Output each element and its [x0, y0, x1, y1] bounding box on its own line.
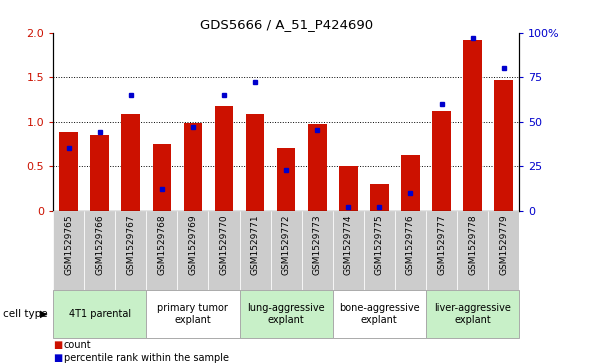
Bar [53, 211, 84, 290]
Text: GSM1529776: GSM1529776 [406, 215, 415, 275]
Text: GSM1529770: GSM1529770 [219, 215, 228, 275]
Bar [153, 144, 171, 211]
Bar [488, 211, 519, 290]
Bar [432, 111, 451, 211]
Bar [463, 40, 482, 211]
Bar [146, 290, 240, 338]
Text: GSM1529769: GSM1529769 [188, 215, 198, 275]
Bar [240, 290, 333, 338]
Bar [115, 211, 146, 290]
Bar [494, 80, 513, 211]
Text: GSM1529767: GSM1529767 [126, 215, 135, 275]
Text: bone-aggressive
explant: bone-aggressive explant [339, 303, 419, 325]
Bar [215, 106, 233, 211]
Text: percentile rank within the sample: percentile rank within the sample [64, 352, 229, 363]
Bar [308, 124, 326, 211]
Bar [208, 211, 240, 290]
Bar [84, 211, 115, 290]
Bar [364, 211, 395, 290]
Text: cell type: cell type [3, 309, 48, 319]
Text: ■: ■ [53, 352, 63, 363]
Text: GSM1529774: GSM1529774 [344, 215, 353, 275]
Text: lung-aggressive
explant: lung-aggressive explant [247, 303, 325, 325]
Bar [122, 114, 140, 211]
Text: GSM1529778: GSM1529778 [468, 215, 477, 275]
Text: GSM1529765: GSM1529765 [64, 215, 73, 275]
Text: GSM1529779: GSM1529779 [499, 215, 508, 275]
Text: liver-aggressive
explant: liver-aggressive explant [434, 303, 511, 325]
Text: GSM1529773: GSM1529773 [313, 215, 322, 275]
Text: GSM1529771: GSM1529771 [251, 215, 260, 275]
Bar [370, 184, 389, 211]
Bar [178, 211, 208, 290]
Bar [90, 135, 109, 211]
Title: GDS5666 / A_51_P424690: GDS5666 / A_51_P424690 [199, 19, 373, 32]
Bar [240, 211, 271, 290]
Bar [60, 132, 78, 211]
Bar [146, 211, 178, 290]
Bar [246, 114, 264, 211]
Bar [339, 166, 358, 211]
Text: ■: ■ [53, 340, 63, 350]
Bar [301, 211, 333, 290]
Bar [395, 211, 426, 290]
Bar [183, 123, 202, 211]
Text: count: count [64, 340, 91, 350]
Text: GSM1529775: GSM1529775 [375, 215, 384, 275]
Bar [333, 290, 426, 338]
Bar [457, 211, 488, 290]
Bar [53, 290, 146, 338]
Bar [271, 211, 301, 290]
Text: GSM1529768: GSM1529768 [158, 215, 166, 275]
Bar [401, 155, 419, 211]
Bar [277, 148, 296, 211]
Text: GSM1529766: GSM1529766 [95, 215, 104, 275]
Text: 4T1 parental: 4T1 parental [68, 309, 131, 319]
Text: GSM1529772: GSM1529772 [281, 215, 291, 275]
Text: ▶: ▶ [40, 309, 48, 319]
Text: primary tumor
explant: primary tumor explant [158, 303, 228, 325]
Bar [426, 290, 519, 338]
Text: GSM1529777: GSM1529777 [437, 215, 446, 275]
Bar [426, 211, 457, 290]
Bar [333, 211, 364, 290]
